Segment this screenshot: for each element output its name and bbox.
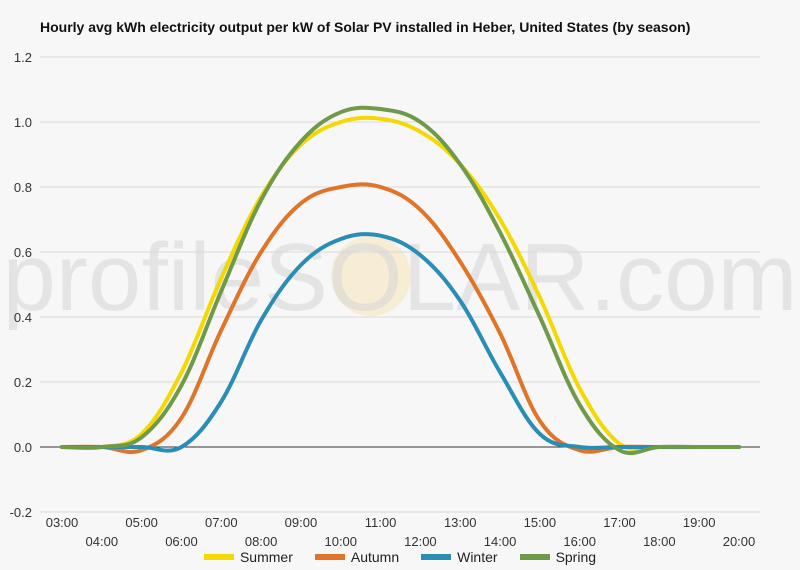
legend-label-winter: Winter	[457, 549, 498, 565]
x-tick-label: 09:00	[285, 515, 318, 530]
series-line-winter	[60, 232, 741, 453]
series-lines	[60, 105, 741, 456]
legend-swatch-winter	[421, 554, 452, 560]
legend-label-spring: Spring	[555, 549, 597, 565]
legend-item-spring[interactable]: Spring	[519, 549, 597, 565]
y-tick-label: 0.8	[14, 180, 32, 195]
legend-swatch-spring	[519, 554, 550, 560]
legend-swatch-autumn	[314, 554, 345, 560]
x-tick-label: 19:00	[683, 515, 716, 530]
x-tick-label: 03:00	[46, 515, 79, 530]
watermark-sun	[331, 236, 411, 316]
x-tick-label: 12:00	[404, 534, 437, 549]
y-tick-label: 0.0	[14, 440, 32, 455]
y-tick-label: -0.2	[10, 505, 32, 520]
y-axis-ticks: 1.2 1.0 0.8 0.6 0.4 0.2 0.0 -0.2	[10, 50, 32, 520]
legend-item-summer[interactable]: Summer	[203, 549, 293, 565]
x-tick-label: 11:00	[365, 515, 397, 530]
legend-label-autumn: Autumn	[350, 549, 400, 565]
x-tick-label: 07:00	[205, 515, 238, 530]
y-tick-label: 1.2	[14, 50, 32, 65]
series-line-spring	[60, 105, 741, 456]
x-tick-label: 18:00	[643, 534, 676, 549]
x-tick-label: 04:00	[86, 534, 119, 549]
x-tick-label: 15:00	[524, 515, 557, 530]
x-tick-label: 10:00	[324, 534, 357, 549]
y-tick-label: 1.0	[14, 115, 32, 130]
x-tick-label: 06:00	[165, 534, 198, 549]
legend-item-winter[interactable]: Winter	[421, 549, 498, 565]
y-tick-label: 0.2	[14, 375, 32, 390]
series-line-summer	[60, 115, 741, 452]
legend: Summer Autumn Winter Spring	[0, 549, 800, 565]
x-tick-label: 17:00	[603, 515, 636, 530]
x-tick-label: 08:00	[245, 534, 278, 549]
legend-label-summer: Summer	[239, 549, 293, 565]
x-axis-ticks: 03:00 04:00 05:00 06:00 07:00 08:00 09:00 10:00…	[46, 515, 756, 549]
legend-swatch-summer	[203, 554, 234, 560]
x-tick-label: 14:00	[484, 534, 517, 549]
chart-title: Hourly avg kWh electricity output per kW…	[40, 19, 691, 35]
y-tick-label: 0.6	[14, 245, 32, 260]
x-tick-label: 05:00	[125, 515, 158, 530]
x-tick-label: 13:00	[444, 515, 477, 530]
x-tick-label: 20:00	[723, 534, 756, 549]
legend-item-autumn[interactable]: Autumn	[314, 549, 400, 565]
x-tick-label: 16:00	[563, 534, 596, 549]
y-tick-label: 0.4	[14, 310, 32, 325]
